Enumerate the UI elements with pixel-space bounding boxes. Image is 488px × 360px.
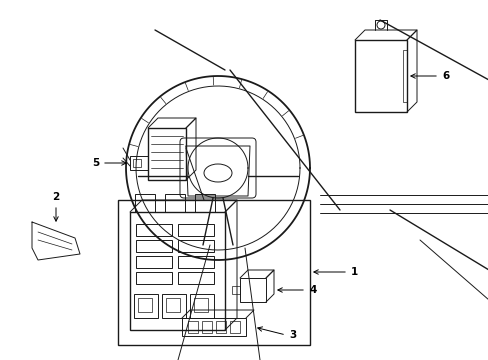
Bar (190, 294, 214, 318)
Bar (134, 294, 158, 318)
Bar (136, 240, 172, 252)
Bar (354, 40, 406, 112)
Bar (178, 240, 214, 252)
Bar (194, 298, 207, 312)
Bar (216, 321, 225, 333)
Bar (136, 224, 172, 236)
Text: 1: 1 (350, 267, 358, 277)
Bar (402, 50, 406, 102)
Text: 3: 3 (288, 330, 296, 340)
Bar (118, 200, 309, 345)
Bar (202, 321, 212, 333)
Bar (136, 256, 172, 268)
Bar (136, 272, 172, 284)
Bar (229, 321, 240, 333)
Bar (165, 298, 180, 312)
Bar (178, 224, 214, 236)
Bar (162, 294, 185, 318)
Text: 5: 5 (92, 158, 99, 168)
Bar (164, 194, 184, 212)
Bar (148, 128, 185, 180)
Bar (130, 156, 148, 170)
Bar (178, 256, 214, 268)
Bar (187, 321, 198, 333)
Bar (231, 286, 240, 294)
Bar (178, 272, 214, 284)
Text: 6: 6 (441, 71, 448, 81)
Bar (138, 298, 152, 312)
Text: 4: 4 (308, 285, 316, 295)
Bar (240, 278, 265, 302)
Text: 2: 2 (52, 192, 60, 202)
Bar (182, 318, 245, 336)
Bar (195, 194, 215, 212)
Bar (130, 212, 224, 330)
Bar (135, 194, 155, 212)
Bar (133, 159, 141, 167)
